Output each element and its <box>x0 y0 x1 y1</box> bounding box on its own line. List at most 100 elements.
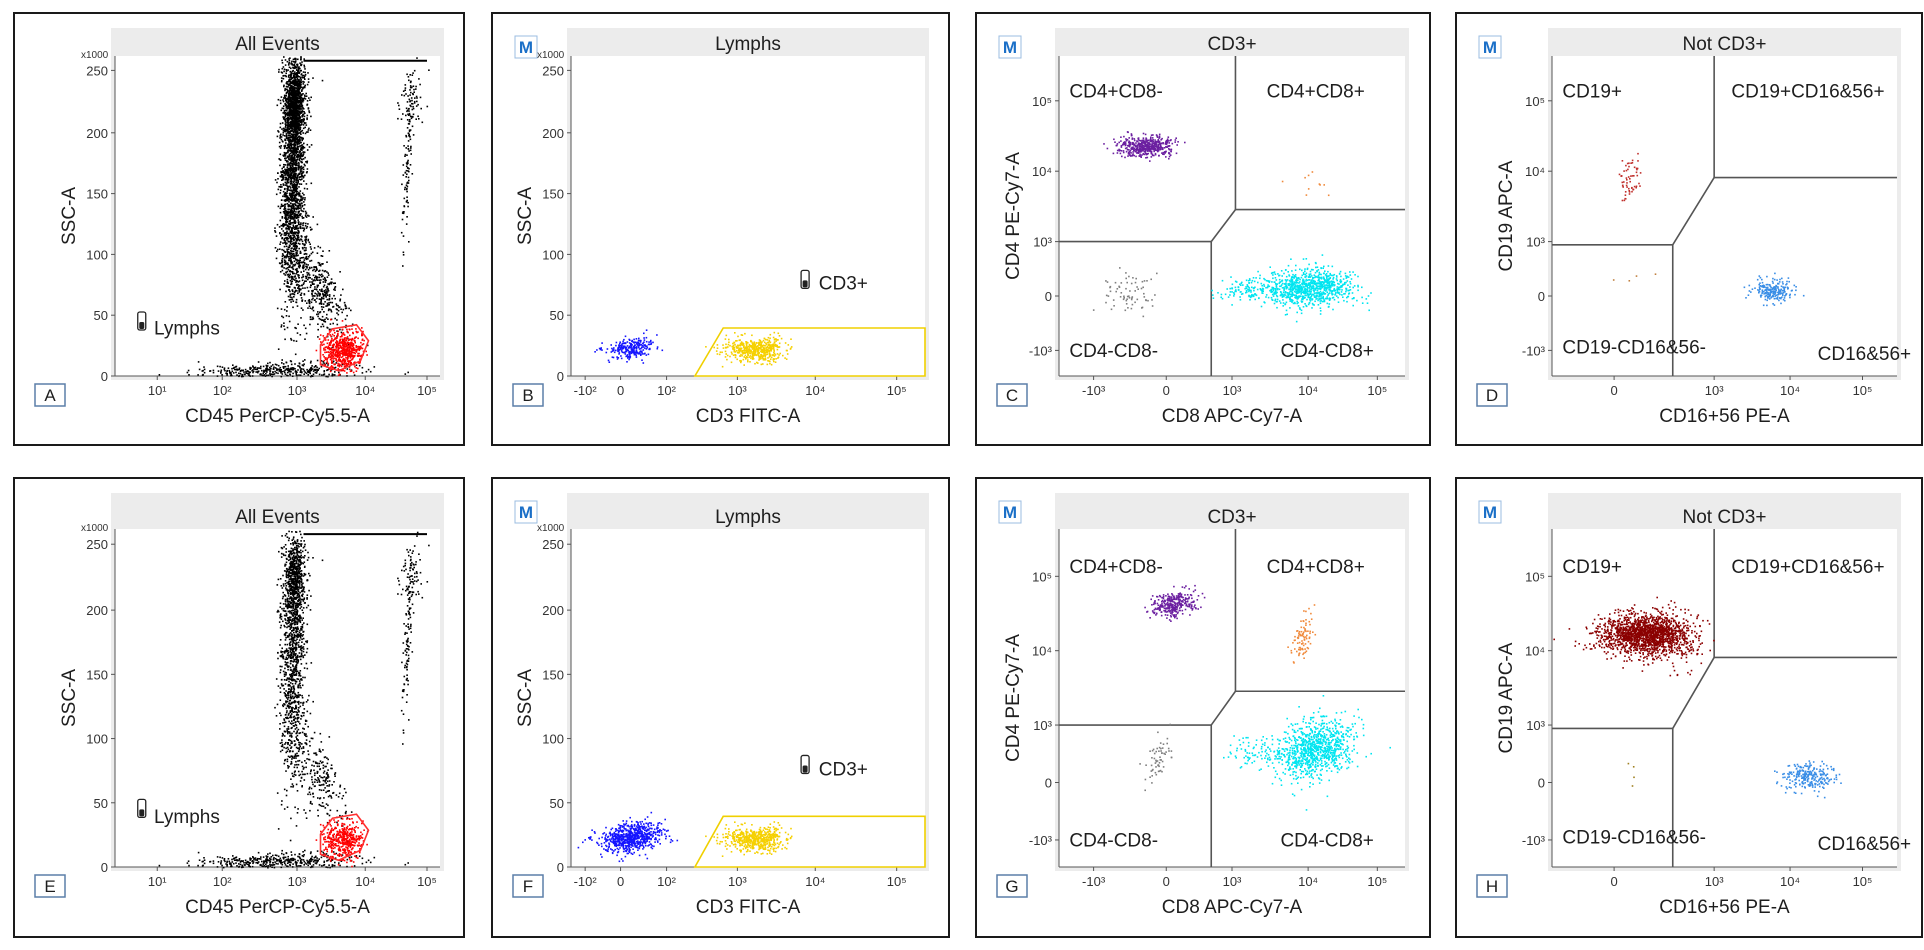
event-dot <box>297 135 300 138</box>
event-dot <box>751 352 754 354</box>
event-dot <box>293 63 296 66</box>
event-dot <box>294 237 297 240</box>
event-dot <box>288 170 291 172</box>
event-dot <box>286 306 288 308</box>
event-dot <box>255 371 257 373</box>
event-dot <box>347 362 350 364</box>
event-dot <box>293 264 296 267</box>
event-dot <box>296 145 299 148</box>
event-dot <box>293 125 296 127</box>
event-dot <box>304 280 306 282</box>
event-dot <box>305 124 308 126</box>
event-dot <box>285 113 287 115</box>
event-dot <box>321 255 324 257</box>
event-dot <box>288 80 290 83</box>
event-dot <box>344 345 347 348</box>
event-dot <box>341 355 344 358</box>
event-dot <box>355 370 358 372</box>
event-dot <box>291 100 293 103</box>
event-dot <box>301 227 304 229</box>
event-dot <box>306 83 309 86</box>
event-dot <box>292 243 294 245</box>
event-dot <box>749 352 752 355</box>
event-dot <box>406 161 409 163</box>
event-dot <box>295 103 297 106</box>
event-dot <box>296 118 299 121</box>
event-dot <box>361 366 364 369</box>
event-dot <box>307 107 310 109</box>
event-dot <box>287 145 290 148</box>
event-dot <box>332 367 334 369</box>
event-dot <box>313 366 316 368</box>
event-dot <box>300 102 302 104</box>
event-dot <box>298 111 301 113</box>
event-dot <box>293 210 295 212</box>
event-dot <box>333 329 335 332</box>
x-axis-label: CD3 FITC-A <box>696 406 801 427</box>
event-dot <box>315 266 317 268</box>
event-dot <box>319 264 321 266</box>
event-dot <box>283 129 286 131</box>
event-dot <box>622 351 625 354</box>
event-dot <box>301 202 303 205</box>
event-dot <box>656 347 659 350</box>
event-dot <box>343 351 346 354</box>
event-dot <box>298 176 301 178</box>
event-dot <box>283 224 285 227</box>
event-dot <box>262 374 264 377</box>
event-dot <box>285 221 288 224</box>
event-dot <box>287 237 289 240</box>
event-dot <box>274 247 277 249</box>
event-dot <box>410 80 412 83</box>
event-dot <box>402 174 405 176</box>
event-dot <box>292 250 294 253</box>
event-dot <box>342 288 344 291</box>
event-dot <box>290 67 292 70</box>
event-dot <box>402 254 405 256</box>
event-dot <box>296 215 299 217</box>
event-dot <box>341 351 344 354</box>
event-dot <box>745 346 748 348</box>
event-dot <box>309 260 311 262</box>
y-tick-label: 50 <box>550 308 564 323</box>
event-dot <box>620 346 623 348</box>
event-dot <box>289 373 292 376</box>
event-dot <box>296 155 299 157</box>
event-dot <box>328 295 331 298</box>
event-dot <box>238 372 240 375</box>
event-dot <box>298 139 301 141</box>
event-dot <box>282 316 285 319</box>
event-dot <box>295 193 297 196</box>
event-dot <box>282 116 284 118</box>
event-dot <box>642 362 645 364</box>
event-dot <box>295 215 297 217</box>
event-dot <box>349 346 351 348</box>
event-dot <box>281 128 283 130</box>
event-dot <box>293 101 296 104</box>
event-dot <box>267 362 269 365</box>
event-dot <box>295 259 297 261</box>
event-dot <box>639 351 641 353</box>
event-dot <box>331 362 333 364</box>
event-dot <box>296 73 298 75</box>
x-tick-label: 10¹ <box>148 383 167 398</box>
event-dot <box>366 344 369 347</box>
event-dot <box>291 119 294 121</box>
event-dot <box>323 343 325 346</box>
event-dot <box>291 94 294 97</box>
event-dot <box>277 130 279 132</box>
event-dot <box>405 165 408 168</box>
event-dot <box>294 249 297 252</box>
event-dot <box>299 226 302 228</box>
event-dot <box>288 59 291 62</box>
event-dot <box>408 98 411 101</box>
event-dot <box>292 165 294 168</box>
event-dot <box>767 336 770 339</box>
event-dot <box>300 292 303 295</box>
event-dot <box>280 199 283 201</box>
lymph-gate <box>319 323 370 372</box>
event-dot <box>293 276 296 278</box>
event-dot <box>403 145 405 147</box>
event-dot <box>290 255 293 257</box>
event-dot <box>284 176 287 179</box>
